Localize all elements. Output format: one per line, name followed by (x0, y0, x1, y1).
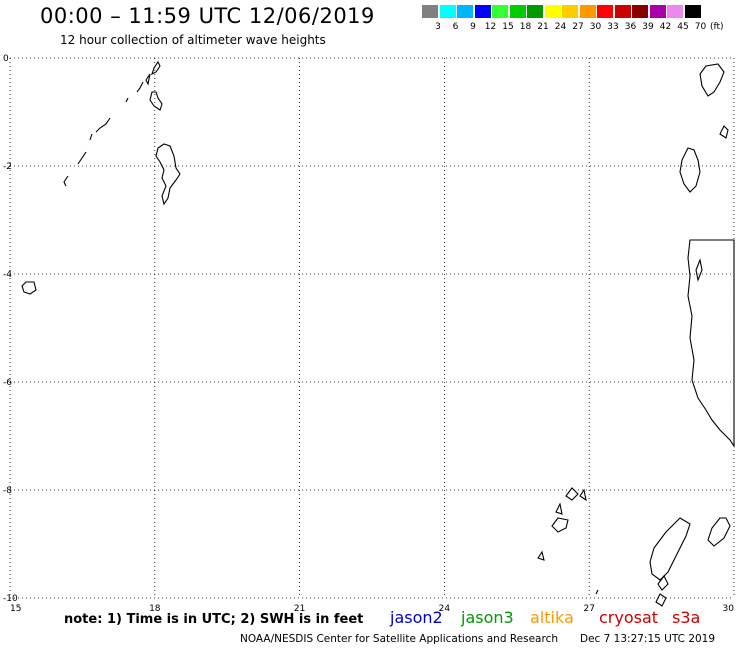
scale-swatch (509, 5, 526, 18)
scale-swatch (684, 5, 701, 18)
coastline-mainland (687, 239, 735, 448)
scale-label: 36 (624, 22, 637, 32)
x-tick-label: 15 (10, 604, 21, 614)
coastline-island (77, 151, 87, 165)
y-tick-label: -6 (3, 378, 12, 388)
scale-label: 6 (452, 22, 459, 32)
scale-label: 3 (435, 22, 441, 32)
coastline-island (21, 281, 37, 295)
x-tick-label: 27 (583, 604, 594, 614)
coastline-island (695, 258, 703, 282)
units-note: note: 1) Time is in UTC; 2) SWH is in fe… (64, 612, 364, 627)
scale-label: 12 (484, 22, 497, 32)
scale-label: 39 (642, 22, 654, 32)
x-axis-tick-labels: 15 18 21 24 27 30 (10, 604, 734, 614)
y-tick-label: -8 (3, 486, 12, 496)
scale-swatch (579, 5, 596, 18)
coastline-island (125, 97, 129, 103)
coastline-island (555, 502, 563, 515)
credit-line: NOAA/NESDIS Center for Satellite Applica… (240, 633, 558, 645)
coastline-island (89, 133, 93, 141)
y-tick-label: -10 (3, 594, 18, 604)
coastline-island (149, 91, 163, 111)
satellite-label-s3a: s3a (672, 608, 701, 627)
coastline-island (679, 147, 701, 193)
scale-label: 24 (554, 22, 567, 32)
scale-swatch (474, 5, 491, 18)
coastline-island (595, 589, 599, 595)
y-tick-label: -2 (3, 162, 12, 172)
coastline-island (136, 81, 144, 93)
scale-label: 70 (694, 22, 707, 32)
scale-label: 15 (502, 22, 514, 32)
scale-label: 45 (677, 22, 689, 32)
coastline-island (649, 517, 691, 581)
satellite-label-jason2: jason2 (390, 608, 443, 627)
satellite-label-jason3: jason3 (461, 608, 514, 627)
scale-label: 42 (659, 22, 672, 32)
x-tick-label: 21 (294, 604, 305, 614)
scale-swatch (492, 5, 508, 18)
scale-swatch (457, 5, 473, 18)
coastline-island (657, 574, 669, 591)
scale-label: 33 (607, 22, 619, 32)
coastline-island (719, 125, 729, 139)
coastline-island (155, 143, 181, 206)
scale-swatch (527, 5, 543, 18)
coastline-island (95, 117, 111, 133)
coastline-island (699, 63, 725, 97)
scale-swatch (649, 5, 666, 18)
coastline-island (145, 73, 151, 86)
scale-swatch (562, 5, 578, 18)
coastline-island (63, 175, 69, 187)
coastline-island (655, 593, 667, 607)
satellite-label-cryosat: cryosat (599, 608, 659, 627)
satellite-label-altika: altika (530, 608, 574, 627)
scale-swatch (667, 5, 683, 18)
scale-swatch (632, 5, 648, 18)
scale-label: 18 (519, 22, 532, 32)
scale-label: 21 (537, 22, 549, 32)
coastline-island (551, 517, 569, 533)
x-tick-label: 18 (149, 604, 161, 614)
scale-swatch (597, 5, 613, 18)
coastline-island (707, 517, 731, 547)
x-tick-label: 30 (723, 604, 735, 614)
scale-swatch (439, 5, 456, 18)
coastline-island (151, 60, 161, 76)
coastline-island (579, 488, 587, 502)
generated-timestamp: Dec 7 13:27:15 UTC 2019 (580, 633, 716, 645)
y-tick-label: -4 (3, 270, 12, 280)
coastline-outlines (21, 60, 735, 607)
scale-label: 9 (470, 22, 476, 32)
coastline-island (537, 550, 545, 561)
page-subtitle: 12 hour collection of altimeter wave hei… (60, 33, 326, 47)
x-tick-label: 24 (439, 604, 451, 614)
scale-swatch (544, 5, 561, 18)
coastline-island (565, 487, 579, 501)
scale-unit: (ft) (710, 22, 724, 32)
scale-label: 27 (572, 22, 584, 32)
map-gridlines (9, 57, 735, 599)
scale-swatch (422, 5, 438, 18)
scale-label: 30 (589, 22, 602, 32)
page-title: 00:00 – 11:59 UTC 12/06/2019 (40, 4, 375, 28)
scale-swatch (614, 5, 631, 18)
y-axis-tick-labels: 0 -2 -4 -6 -8 -10 (3, 54, 18, 604)
y-tick-label: 0 (3, 54, 9, 64)
